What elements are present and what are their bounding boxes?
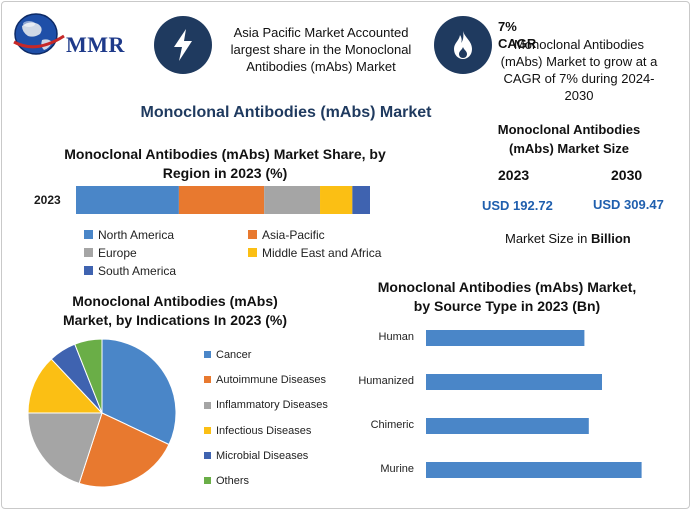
legend-label: Microbial Diseases [216, 449, 309, 462]
legend-swatch [204, 452, 211, 460]
legend-swatch [204, 376, 211, 384]
pie-slice-others [74, 338, 103, 414]
region-chart-title: Monoclonal Antibodies (mAbs) Market Shar… [64, 146, 386, 181]
source-label-humanized: Humanized [358, 375, 414, 387]
source-label-human: Human [378, 331, 414, 343]
source-label-chimeric: Chimeric [370, 419, 414, 431]
flame-icon [434, 16, 492, 74]
region-bar-segment-asia-pacific [178, 186, 265, 214]
source-bar-humanized [426, 374, 602, 390]
size-year-2030: 2030 [611, 167, 643, 183]
size-value-2023: USD 192.72 [482, 198, 553, 213]
legend-swatch [84, 266, 93, 276]
source-bar-human [426, 330, 585, 346]
legend-swatch [84, 248, 93, 258]
region-bar-segment-middle-east-and-africa [320, 186, 353, 214]
size-note-unit: Billion [590, 231, 631, 246]
legend-label: Infectious Diseases [216, 424, 312, 437]
source-bar-chart [426, 330, 642, 478]
pie-slice-autoimmune-diseases [78, 412, 170, 488]
size-note-prefix: Market Size in [505, 231, 591, 246]
indications-legend: Cancer Autoimmune Diseases Inflammatory Di… [204, 346, 354, 492]
legend-swatch [204, 401, 211, 409]
legend-swatch [84, 230, 93, 240]
legend-label: Middle East and Africa [262, 245, 382, 260]
logo-text: MMR [66, 32, 125, 57]
main-title: Monoclonal Antibodies (mAbs) Market [140, 104, 432, 121]
region-bar-year-label: 2023 [34, 193, 61, 207]
legend-label: Asia-Pacific [262, 227, 325, 242]
legend-label: South America [98, 263, 177, 278]
globe-icon [13, 13, 65, 55]
region-legend-item-north-america: North America [84, 226, 174, 244]
legend-swatch [204, 426, 211, 434]
market-size-title: Monoclonal Antibodies (mAbs) Market Size [497, 122, 641, 156]
legend-label: Others [216, 474, 250, 487]
source-label-murine: Murine [380, 463, 414, 475]
region-bar-segment-south-america [352, 186, 370, 214]
legend-swatch [204, 477, 211, 485]
region-legend: North America Asia-Pacific Europe Middle Ea… [84, 226, 404, 282]
indication-legend-item-others: Others [204, 472, 249, 490]
source-bar-murine [426, 462, 642, 478]
indication-legend-item-inflammatory-diseases: Inflammatory Diseases [204, 396, 328, 414]
source-chart-title: Monoclonal Antibodies (mAbs) Market, by … [377, 279, 637, 314]
source-category-labels: Human Humanized Chimeric Murine [334, 320, 414, 490]
legend-swatch [204, 351, 211, 359]
legend-swatch [248, 248, 257, 258]
legend-swatch [248, 230, 257, 240]
legend-label: Cancer [216, 348, 252, 361]
legend-label: Europe [98, 245, 137, 260]
indications-chart-title: Monoclonal Antibodies (mAbs) Market, by … [62, 293, 288, 328]
region-legend-item-middle-east-and-africa: Middle East and Africa [248, 244, 381, 262]
indication-legend-item-cancer: Cancer [204, 346, 251, 364]
region-bar-segment-europe [264, 186, 321, 214]
indication-legend-item-infectious-diseases: Infectious Diseases [204, 422, 311, 440]
region-legend-item-asia-pacific: Asia-Pacific [248, 226, 325, 244]
asia-pacific-statement: Asia Pacific Market Accounted largest sh… [230, 25, 412, 74]
region-legend-item-europe: Europe [84, 244, 137, 262]
indications-pie [27, 338, 177, 488]
pie-slice-cancer [101, 338, 177, 446]
indication-legend-item-autoimmune-diseases: Autoimmune Diseases [204, 371, 326, 389]
region-stacked-bar [76, 186, 370, 214]
cagr-title: 7% CAGR [498, 19, 537, 51]
size-year-2023: 2023 [498, 167, 530, 183]
legend-label: Inflammatory Diseases [216, 399, 328, 412]
indication-legend-item-microbial-diseases: Microbial Diseases [204, 447, 308, 465]
region-bar-segment-north-america [76, 186, 179, 214]
source-bar-chimeric [426, 418, 589, 434]
legend-label: North America [98, 227, 175, 242]
market-size-unit-note: Market Size in Billion [505, 231, 631, 246]
cagr-statement: Monoclonal Antibodies (mAbs) Market to g… [500, 37, 658, 103]
legend-label: Autoimmune Diseases [216, 373, 327, 386]
size-value-2030: USD 309.47 [593, 197, 664, 212]
region-legend-item-south-america: South America [84, 262, 176, 280]
lightning-bolt-icon [154, 16, 212, 74]
pie-slice-infectious-diseases [27, 358, 104, 414]
pie-slice-inflammatory-diseases [27, 412, 103, 485]
